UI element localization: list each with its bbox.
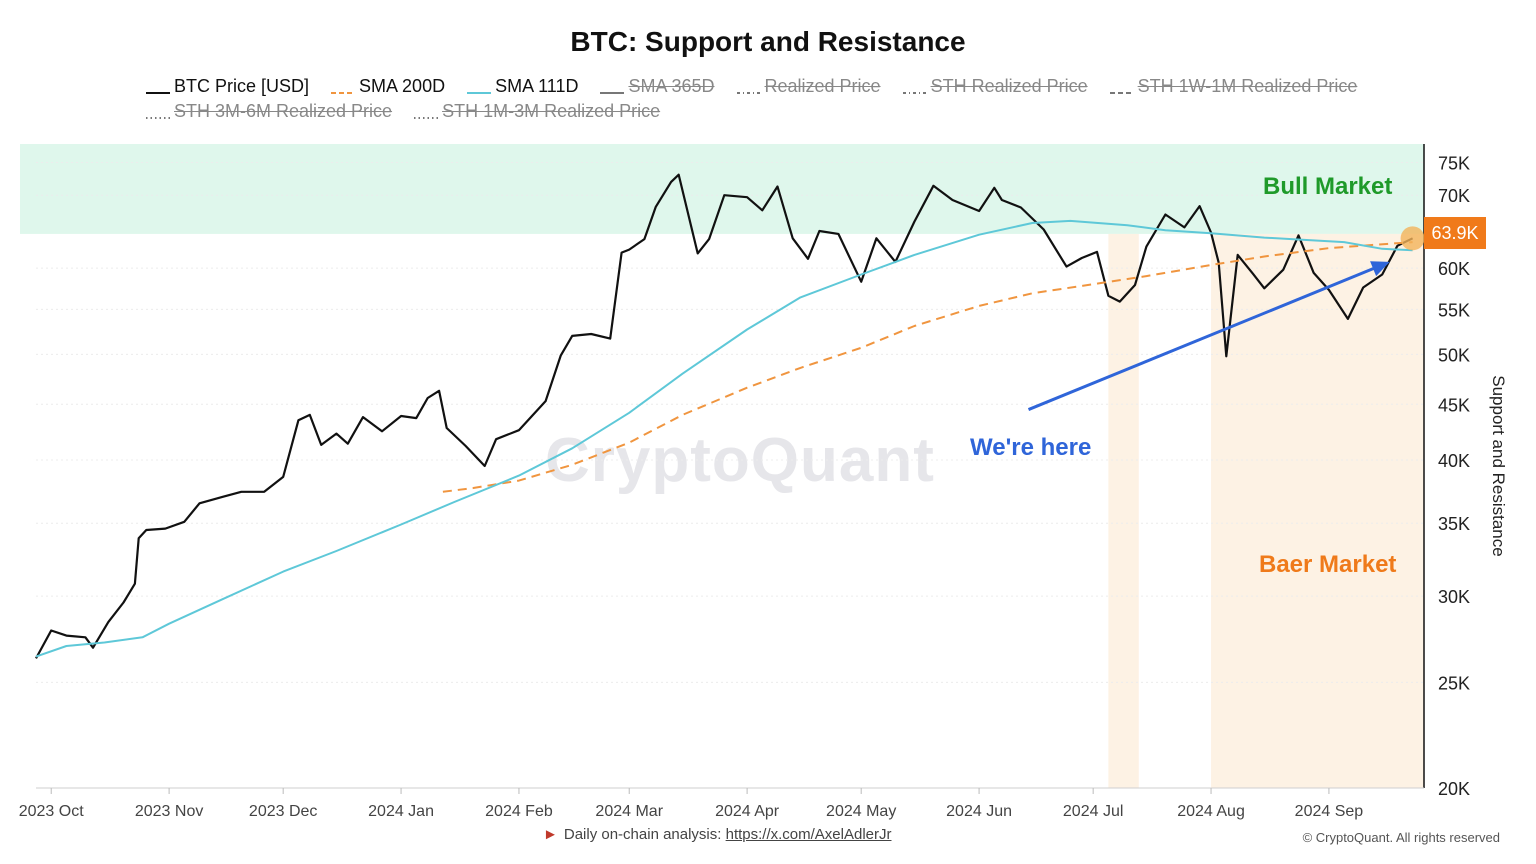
legend-swatch	[736, 80, 761, 95]
legend: BTC Price [USD] SMA 200D SMA 111D SMA 365D R…	[146, 74, 1446, 124]
x-tick-label: 2024 Feb	[485, 803, 553, 820]
footer-text: Daily on-chain analysis:	[563, 826, 722, 843]
legend-label: Realized Price	[764, 76, 881, 96]
legend-label: STH Realized Price	[930, 76, 1088, 96]
x-tick-label: 2024 Jan	[368, 803, 434, 820]
legend-swatch	[1109, 80, 1134, 95]
legend-row: STH 3M-6M Realized Price STH 1M-3M Realiz…	[146, 99, 1446, 124]
x-tick-label: 2024 Apr	[715, 803, 780, 820]
flag-icon: ►	[543, 826, 558, 843]
y-tick-label: 25K	[1438, 673, 1470, 693]
legend-label: BTC Price [USD]	[174, 76, 310, 96]
legend-label: STH 1W-1M Realized Price	[1137, 76, 1358, 96]
bull-market-zone	[20, 144, 1424, 234]
y-axis-title: Support and Resistance	[1489, 375, 1508, 557]
y-tick-label: 40K	[1438, 451, 1470, 471]
legend-item[interactable]: SMA 200D	[331, 74, 445, 99]
x-tick-label: 2024 Aug	[1177, 803, 1245, 820]
arrow-line	[1027, 265, 1380, 411]
legend-label: STH 3M-6M Realized Price	[174, 101, 393, 121]
legend-item[interactable]: Realized Price	[736, 74, 881, 99]
legend-label: STH 1M-3M Realized Price	[442, 101, 661, 121]
legend-swatch	[467, 80, 492, 95]
annotation-bull-market: Bull Market	[1263, 173, 1393, 200]
legend-swatch	[146, 80, 170, 95]
baer-market-band-1	[1211, 233, 1424, 789]
series-sma-111d	[35, 219, 1413, 658]
series-layer	[35, 173, 1414, 659]
legend-item[interactable]: STH 3M-6M Realized Price	[146, 99, 392, 124]
series-btc-price	[35, 173, 1414, 659]
legend-swatch	[600, 80, 625, 95]
legend-swatch	[902, 80, 927, 95]
legend-label: SMA 111D	[495, 76, 579, 96]
legend-item[interactable]: BTC Price [USD]	[146, 74, 309, 99]
chart-title: BTC: Support and Resistance	[570, 26, 966, 57]
last-value-badge: 63.9K	[1424, 217, 1486, 249]
legend-item[interactable]: STH Realized Price	[902, 74, 1088, 99]
copyright-notice: © CryptoQuant. All rights reserved	[1302, 830, 1500, 845]
x-tick-label: 2023 Nov	[135, 803, 204, 820]
legend-swatch	[331, 80, 356, 95]
legend-label: SMA 200D	[359, 76, 446, 96]
legend-item[interactable]: STH 1M-3M Realized Price	[414, 99, 660, 124]
last-value-marker	[1400, 226, 1425, 251]
x-tick-label: 2023 Dec	[249, 803, 318, 820]
baer-market-band-0	[1108, 233, 1139, 789]
watermark: CryptoQuant	[545, 426, 935, 495]
y-tick-label: 20K	[1438, 779, 1470, 799]
x-tick-label: 2024 Mar	[595, 803, 663, 820]
annotation-layer	[1027, 226, 1425, 411]
series-sma-200d	[442, 241, 1413, 493]
footer-url-link[interactable]: https://x.com/AxelAdlerJr	[725, 826, 892, 843]
x-tick-label: 2024 Jun	[946, 803, 1012, 820]
y-tick-label: 30K	[1438, 587, 1470, 607]
x-tick-label: 2024 Sep	[1295, 803, 1364, 820]
x-tick-label: 2024 May	[826, 803, 896, 820]
legend-item[interactable]: STH 1W-1M Realized Price	[1109, 74, 1358, 99]
legend-row: BTC Price [USD] SMA 200D SMA 111D SMA 365D R…	[146, 74, 1446, 99]
y-tick-label: 50K	[1438, 345, 1470, 365]
legend-label: SMA 365D	[628, 76, 715, 96]
legend-item[interactable]: SMA 365D	[600, 74, 715, 99]
x-tick-label: 2023 Oct	[19, 803, 84, 820]
y-tick-label: 70K	[1438, 186, 1470, 206]
annotation-baer-market: Baer Market	[1259, 551, 1397, 578]
y-tick-label: 60K	[1438, 259, 1470, 279]
y-tick-label: 45K	[1438, 395, 1470, 415]
legend-item[interactable]: SMA 111D	[467, 74, 578, 99]
y-tick-label: 35K	[1438, 514, 1470, 534]
x-tick-label: 2024 Jul	[1063, 803, 1124, 820]
y-tick-label: 75K	[1438, 154, 1470, 174]
y-tick-label: 55K	[1438, 300, 1470, 320]
arrow-head	[1370, 261, 1390, 277]
annotation-were-here: We're here	[970, 434, 1092, 461]
axis-layer: 20K 25K 30K 35K 40K 45K 50K 55K 60K 70K 75K 2023 Oc…	[19, 144, 1470, 820]
footer-analysis-link: ► Daily on-chain analysis: https://x.com/…	[543, 826, 892, 843]
